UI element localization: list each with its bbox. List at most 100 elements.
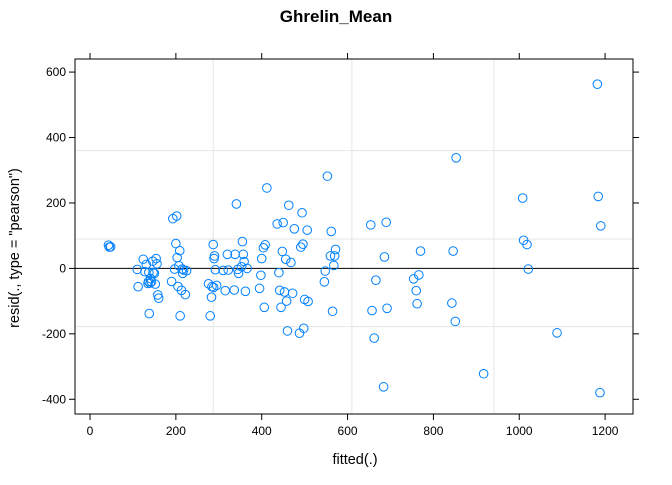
data-point xyxy=(209,251,220,261)
data-point xyxy=(412,298,422,309)
data-point xyxy=(220,285,231,296)
data-point xyxy=(329,251,340,261)
data-point xyxy=(239,256,249,267)
data-point xyxy=(369,333,379,343)
data-point xyxy=(415,246,426,256)
data-point xyxy=(592,79,603,89)
data-point xyxy=(451,153,461,163)
x-tick-label: 800 xyxy=(423,424,443,438)
data-point xyxy=(153,293,164,303)
data-point xyxy=(133,281,143,292)
data-point xyxy=(223,265,234,275)
data-point xyxy=(174,245,185,256)
data-point xyxy=(240,286,251,297)
x-tick-label: 400 xyxy=(252,424,272,438)
data-point xyxy=(447,298,457,308)
data-point xyxy=(236,261,247,272)
data-point xyxy=(242,263,252,274)
x-tick-label: 600 xyxy=(338,424,358,438)
data-point xyxy=(365,220,376,230)
data-point xyxy=(258,242,269,253)
data-point xyxy=(222,249,233,260)
y-tick-label: -400 xyxy=(42,392,66,406)
data-point xyxy=(208,282,219,293)
x-tick-label: 0 xyxy=(87,424,94,438)
data-point xyxy=(327,306,338,317)
data-point xyxy=(262,183,272,193)
data-point xyxy=(283,200,294,211)
data-point xyxy=(278,217,288,228)
data-point xyxy=(231,199,242,209)
data-point xyxy=(329,260,339,271)
data-point xyxy=(238,249,249,260)
y-tick-label: 400 xyxy=(46,131,66,145)
data-point xyxy=(171,211,182,221)
data-point xyxy=(256,270,266,281)
data-point xyxy=(303,296,313,307)
data-point xyxy=(596,221,606,231)
data-point xyxy=(282,326,293,336)
data-point xyxy=(229,285,240,295)
data-point xyxy=(144,308,155,319)
chart-title: Ghrelin_Mean xyxy=(280,7,392,26)
data-point xyxy=(206,292,217,302)
data-point xyxy=(144,267,154,278)
y-axis-ticks: -400 -200 0 200 400 600 xyxy=(42,65,639,406)
x-tick-label: 1200 xyxy=(592,424,619,438)
x-tick-label: 1000 xyxy=(506,424,533,438)
data-point xyxy=(277,246,288,257)
data-point xyxy=(151,253,161,264)
data-point xyxy=(289,224,300,234)
data-point xyxy=(411,285,422,296)
data-point xyxy=(330,244,341,255)
grid-lines xyxy=(75,59,633,414)
x-axis-ticks: 0 200 400 600 800 1000 1200 xyxy=(87,53,619,438)
data-point xyxy=(379,252,390,262)
data-point xyxy=(414,270,424,280)
data-point xyxy=(274,267,284,278)
data-point xyxy=(593,191,604,202)
data-point xyxy=(180,289,191,300)
data-point xyxy=(103,240,114,250)
data-point xyxy=(281,296,292,306)
data-point xyxy=(523,264,534,274)
data-point xyxy=(150,279,161,289)
data-point xyxy=(256,253,267,264)
data-point xyxy=(138,254,149,265)
data-point xyxy=(148,267,158,278)
data-point xyxy=(295,242,306,252)
data-point xyxy=(171,238,181,249)
data-point xyxy=(297,207,307,218)
data-point xyxy=(378,382,389,392)
data-point xyxy=(280,254,291,265)
data-point xyxy=(287,288,298,299)
data-point xyxy=(382,303,392,314)
x-axis-label: fitted(.) xyxy=(332,452,377,468)
data-point xyxy=(286,257,296,268)
data-point xyxy=(166,276,177,287)
data-point xyxy=(145,278,155,288)
data-point xyxy=(367,305,377,316)
data-point xyxy=(175,311,185,321)
data-point xyxy=(181,265,192,276)
data-point xyxy=(279,287,290,297)
data-point xyxy=(298,239,308,249)
data-point xyxy=(272,219,282,229)
data-point xyxy=(298,323,309,334)
y-axis-label: resid(., type = "pearson") xyxy=(7,168,23,328)
data-point xyxy=(211,280,222,291)
data-point xyxy=(105,242,116,252)
data-point xyxy=(595,387,605,398)
data-point xyxy=(381,217,391,228)
data-point xyxy=(259,302,270,313)
data-point xyxy=(274,285,285,296)
data-point xyxy=(254,283,265,294)
data-point xyxy=(552,328,562,338)
data-point xyxy=(517,193,528,203)
data-point xyxy=(302,225,313,235)
data-point xyxy=(143,276,154,287)
data-point xyxy=(522,239,532,250)
data-point xyxy=(320,266,331,276)
data-point xyxy=(260,240,270,250)
